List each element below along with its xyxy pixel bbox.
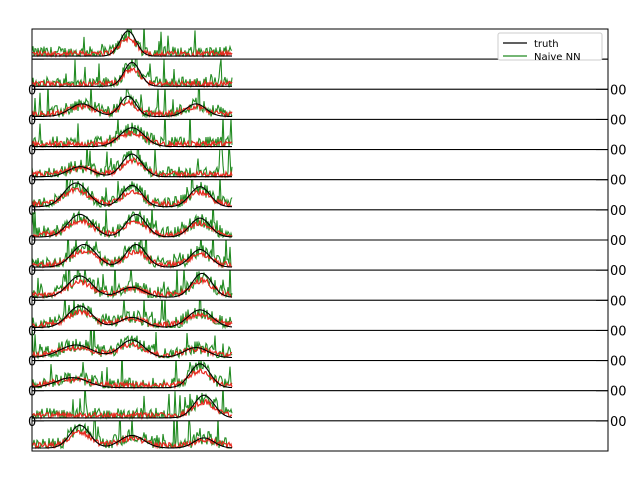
panel-background [44, 390, 596, 421]
series-model-line [32, 157, 233, 179]
panel-background [44, 270, 596, 301]
series-model-line [32, 398, 233, 421]
series-naive-nn-line [32, 179, 233, 209]
panel-background [44, 59, 596, 90]
panel: 0 00 [28, 415, 627, 452]
panel-background [44, 330, 596, 361]
panel: 0 00 [28, 264, 627, 301]
series-naive-nn-line [32, 209, 233, 240]
series-model-line [32, 35, 233, 59]
series-truth-line [32, 424, 233, 449]
panel-background [44, 360, 596, 391]
series-truth-line [32, 243, 232, 268]
panel-background [44, 240, 596, 271]
panel: 0 00 [28, 204, 627, 241]
panel: 0 00 [28, 174, 627, 211]
series-truth-line [32, 95, 232, 117]
series-truth-line [32, 394, 233, 419]
panel-background [44, 179, 596, 210]
series-model-line [32, 129, 233, 149]
tick-label-right: 00 [610, 204, 627, 219]
tick-label-right: 00 [610, 355, 627, 370]
tick-label-right: 00 [610, 294, 627, 309]
panel: 0 00 [28, 113, 627, 151]
legend-label-naive-nn: Naive NN [534, 52, 581, 63]
series-model-line [32, 186, 233, 208]
series-truth-line [32, 213, 233, 238]
series-truth-line [32, 30, 232, 57]
panel: 0 00 [28, 294, 627, 331]
panel-background [44, 300, 596, 331]
series-truth-line [32, 339, 233, 359]
tick-label-right: 00 [610, 234, 627, 249]
series-model-line [32, 66, 233, 89]
panels-group: 0 000 000 000 000 000 000 000 000 000 000 000 00 [28, 28, 627, 452]
legend: truth Naive NN [497, 32, 603, 63]
tick-label-right: 00 [610, 415, 627, 430]
tick-label-right: 00 [610, 324, 627, 339]
panel: 0 00 [28, 144, 627, 181]
tick-label-right: 00 [610, 83, 627, 98]
panel-frame [31, 420, 609, 452]
series-naive-nn-line [32, 330, 233, 360]
tick-label-right: 00 [610, 264, 627, 279]
series-truth-line [32, 272, 233, 298]
tick-label-right: 00 [610, 174, 627, 189]
series-truth-line [32, 305, 233, 328]
tick-label-right: 00 [610, 144, 627, 159]
tick-label-right: 00 [610, 113, 627, 128]
panel-background [44, 420, 596, 451]
legend-box [497, 32, 603, 61]
panel-background [44, 89, 596, 120]
panel [31, 58, 609, 90]
legend-label-truth: truth [534, 39, 559, 50]
series-model-line [32, 217, 233, 238]
panel: 0 00 [28, 83, 627, 120]
series-truth-line [32, 153, 232, 178]
series-truth-line [32, 61, 232, 87]
tick-label-right: 00 [610, 385, 627, 400]
series-truth-line [32, 363, 233, 389]
panel-background [44, 149, 596, 180]
series-model-line [32, 368, 233, 391]
panel: 0 00 [28, 385, 627, 422]
series-truth-line [32, 182, 232, 208]
series-truth-line [32, 127, 232, 148]
panel: 0 00 [28, 355, 627, 392]
